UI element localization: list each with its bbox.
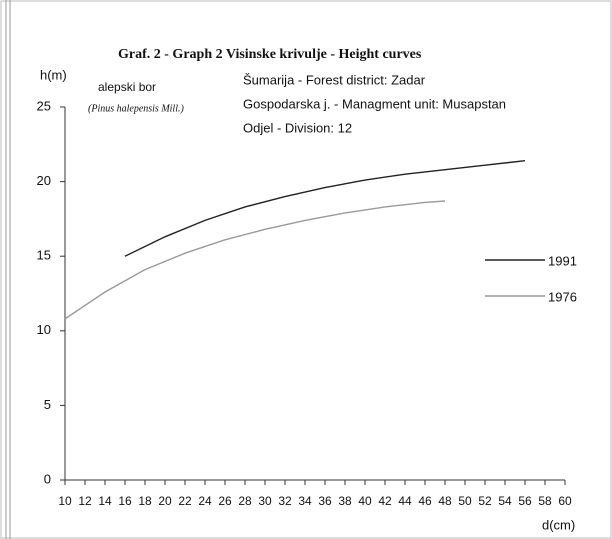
x-tick-label: 40: [358, 494, 372, 508]
x-tick-label: 22: [178, 494, 192, 508]
x-tick-label: 52: [478, 494, 492, 508]
y-tick-label: 15: [37, 248, 51, 263]
species: alepski bor: [98, 80, 156, 94]
annotation: Šumarija - Forest district: Zadar: [243, 72, 426, 87]
x-tick-label: 14: [98, 494, 112, 508]
y-tick-label: 10: [37, 322, 51, 337]
annotation: Gospodarska j. - Managment unit: Musapst…: [243, 96, 506, 111]
x-tick-label: 30: [258, 494, 272, 508]
x-tick-label: 56: [518, 494, 532, 508]
x-tick-label: 60: [558, 494, 572, 508]
y-tick-label: 25: [37, 98, 51, 113]
y-tick-label: 0: [44, 471, 51, 486]
x-tick-label: 54: [498, 494, 512, 508]
x-tick-label: 18: [138, 494, 152, 508]
x-tick-label: 20: [158, 494, 172, 508]
y-tick-label: 20: [37, 173, 51, 188]
x-tick-label: 10: [58, 494, 72, 508]
x-tick-label: 38: [338, 494, 352, 508]
chart-title: Graf. 2 - Graph 2 Visinske krivulje - He…: [118, 47, 422, 62]
species-latin: (Pinus halepensis Mill.): [88, 103, 184, 114]
x-tick-label: 50: [458, 494, 472, 508]
x-tick-label: 44: [398, 494, 412, 508]
x-tick-label: 58: [538, 494, 552, 508]
legend-label: 1976: [548, 289, 577, 304]
x-tick-label: 26: [218, 494, 232, 508]
x-tick-label: 48: [438, 494, 452, 508]
x-tick-label: 36: [318, 494, 332, 508]
x-tick-label: 16: [118, 494, 132, 508]
annotation: Odjel - Division: 12: [243, 120, 352, 135]
x-tick-label: 32: [278, 494, 292, 508]
x-tick-label: 28: [238, 494, 252, 508]
legend-label: 1991: [548, 253, 577, 268]
series-line: [124, 160, 526, 257]
x-axis-label: d(cm): [542, 517, 575, 532]
x-tick-label: 34: [298, 494, 312, 508]
x-tick-label: 12: [78, 494, 92, 508]
y-tick-label: 5: [44, 397, 51, 412]
x-tick-label: 46: [418, 494, 432, 508]
x-tick-label: 24: [198, 494, 212, 508]
x-tick-label: 42: [378, 494, 392, 508]
y-axis-label: h(m): [40, 67, 67, 82]
series-line: [64, 200, 446, 320]
